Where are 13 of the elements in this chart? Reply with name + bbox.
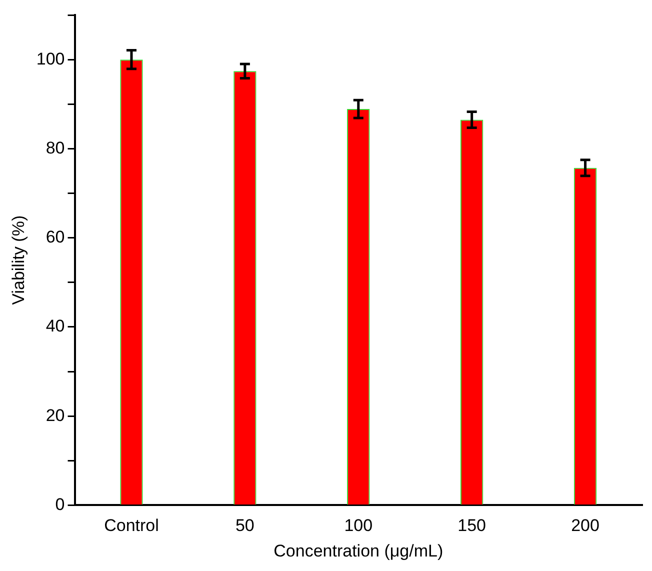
y-tick-label: 0 bbox=[55, 494, 65, 514]
x-tick-label: Control bbox=[104, 516, 159, 536]
y-tick-label: 40 bbox=[46, 316, 65, 336]
y-tick-label: 100 bbox=[36, 49, 65, 68]
y-tick-label: 80 bbox=[46, 138, 65, 158]
x-tick-label: 100 bbox=[344, 516, 373, 536]
x-tick-label: 150 bbox=[458, 516, 486, 536]
y-axis-title: Viability (%) bbox=[8, 215, 28, 305]
x-tick-label: 200 bbox=[571, 516, 600, 536]
y-tick-label: 20 bbox=[46, 406, 65, 425]
x-axis-title: Concentration (μg/mL) bbox=[274, 541, 444, 560]
y-tick-label: 60 bbox=[46, 228, 65, 247]
x-tick-label: 50 bbox=[235, 516, 254, 536]
